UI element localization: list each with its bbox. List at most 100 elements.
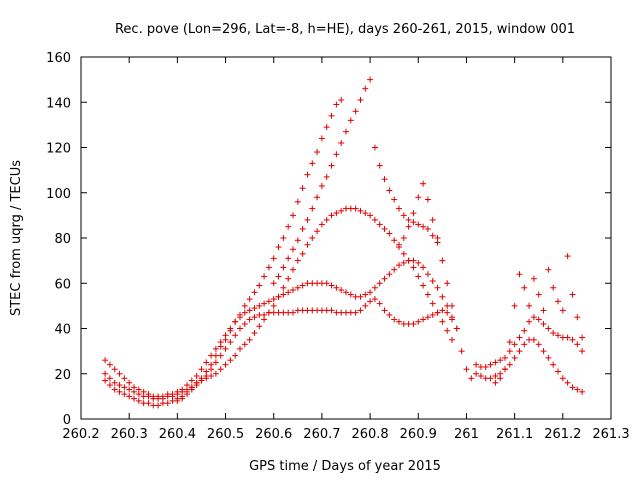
- data-point: [333, 101, 340, 108]
- data-point: [449, 316, 455, 323]
- data-point: [290, 309, 296, 316]
- data-point: [184, 382, 190, 389]
- data-point: [343, 128, 349, 135]
- data-point: [126, 386, 133, 393]
- data-point: [280, 291, 287, 298]
- data-point: [251, 289, 258, 296]
- data-point: [424, 271, 431, 278]
- data-point: [511, 302, 518, 309]
- data-point: [352, 309, 359, 316]
- data-point: [241, 320, 248, 327]
- data-point: [477, 373, 484, 380]
- data-point: [357, 293, 364, 300]
- data-point: [135, 397, 142, 404]
- data-point: [275, 273, 282, 280]
- data-point: [352, 205, 359, 212]
- data-point: [574, 386, 581, 393]
- data-point: [203, 373, 210, 380]
- data-point: [347, 291, 354, 298]
- data-point: [511, 341, 518, 348]
- x-tick-label: 260.2: [62, 427, 99, 442]
- satellite-arc-3: [102, 257, 460, 400]
- data-point: [309, 205, 316, 212]
- data-point: [323, 280, 330, 287]
- data-point: [396, 241, 402, 248]
- data-point: [347, 117, 354, 124]
- data-point: [285, 275, 292, 282]
- data-point: [381, 225, 388, 232]
- data-point: [555, 368, 561, 375]
- data-point: [550, 330, 557, 337]
- data-point: [449, 336, 455, 343]
- x-tick-label: 260.3: [111, 427, 148, 442]
- data-point: [102, 357, 109, 364]
- data-point: [121, 384, 128, 391]
- data-point: [386, 230, 393, 237]
- data-point: [270, 302, 277, 309]
- data-point: [222, 332, 229, 339]
- data-point: [116, 382, 123, 389]
- data-point: [386, 311, 393, 318]
- y-tick-label: 60: [54, 277, 71, 292]
- data-point: [328, 307, 335, 314]
- data-point: [294, 198, 301, 205]
- data-point: [434, 309, 441, 316]
- data-point: [318, 135, 325, 142]
- data-point: [338, 139, 345, 146]
- data-point: [540, 307, 547, 314]
- data-point: [367, 289, 374, 296]
- data-point: [261, 311, 268, 318]
- data-point: [304, 171, 311, 178]
- data-point: [429, 277, 436, 284]
- data-point: [241, 309, 248, 316]
- data-point: [569, 336, 576, 343]
- data-point: [338, 207, 345, 214]
- data-point: [545, 266, 552, 273]
- satellite-arc-9: [492, 253, 586, 386]
- data-point: [290, 266, 296, 273]
- data-point: [111, 366, 118, 373]
- data-point: [367, 298, 374, 305]
- data-point: [285, 255, 292, 262]
- data-point: [449, 302, 455, 309]
- data-point: [357, 96, 364, 103]
- data-point: [328, 162, 335, 169]
- data-point: [106, 375, 113, 382]
- data-point: [376, 280, 383, 287]
- data-point: [540, 348, 547, 355]
- data-point: [482, 363, 489, 370]
- data-point: [232, 332, 239, 339]
- data-point: [333, 151, 340, 158]
- data-point: [246, 307, 253, 314]
- data-point: [362, 210, 369, 217]
- data-point: [343, 289, 349, 296]
- data-point: [400, 212, 407, 219]
- data-point: [232, 318, 239, 325]
- data-point: [246, 336, 253, 343]
- data-point: [251, 305, 258, 312]
- data-point: [270, 255, 277, 262]
- data-point: [405, 223, 412, 230]
- data-point: [371, 216, 378, 223]
- y-tick-label: 20: [54, 368, 71, 383]
- data-point: [155, 402, 162, 409]
- data-point: [511, 354, 518, 361]
- data-point: [410, 320, 417, 327]
- data-point: [362, 302, 369, 309]
- x-tick-label: 261: [454, 427, 479, 442]
- data-point: [275, 244, 282, 251]
- data-point: [126, 393, 133, 400]
- data-point: [246, 296, 253, 303]
- data-point: [314, 194, 321, 201]
- data-point: [333, 284, 340, 291]
- data-point: [280, 235, 287, 241]
- data-point: [535, 341, 542, 348]
- data-point: [516, 271, 523, 278]
- data-point: [415, 318, 422, 325]
- data-point: [164, 400, 171, 407]
- data-point: [227, 325, 234, 332]
- data-point: [121, 375, 128, 382]
- data-point: [415, 273, 422, 280]
- data-point: [569, 291, 576, 298]
- data-point: [453, 325, 460, 332]
